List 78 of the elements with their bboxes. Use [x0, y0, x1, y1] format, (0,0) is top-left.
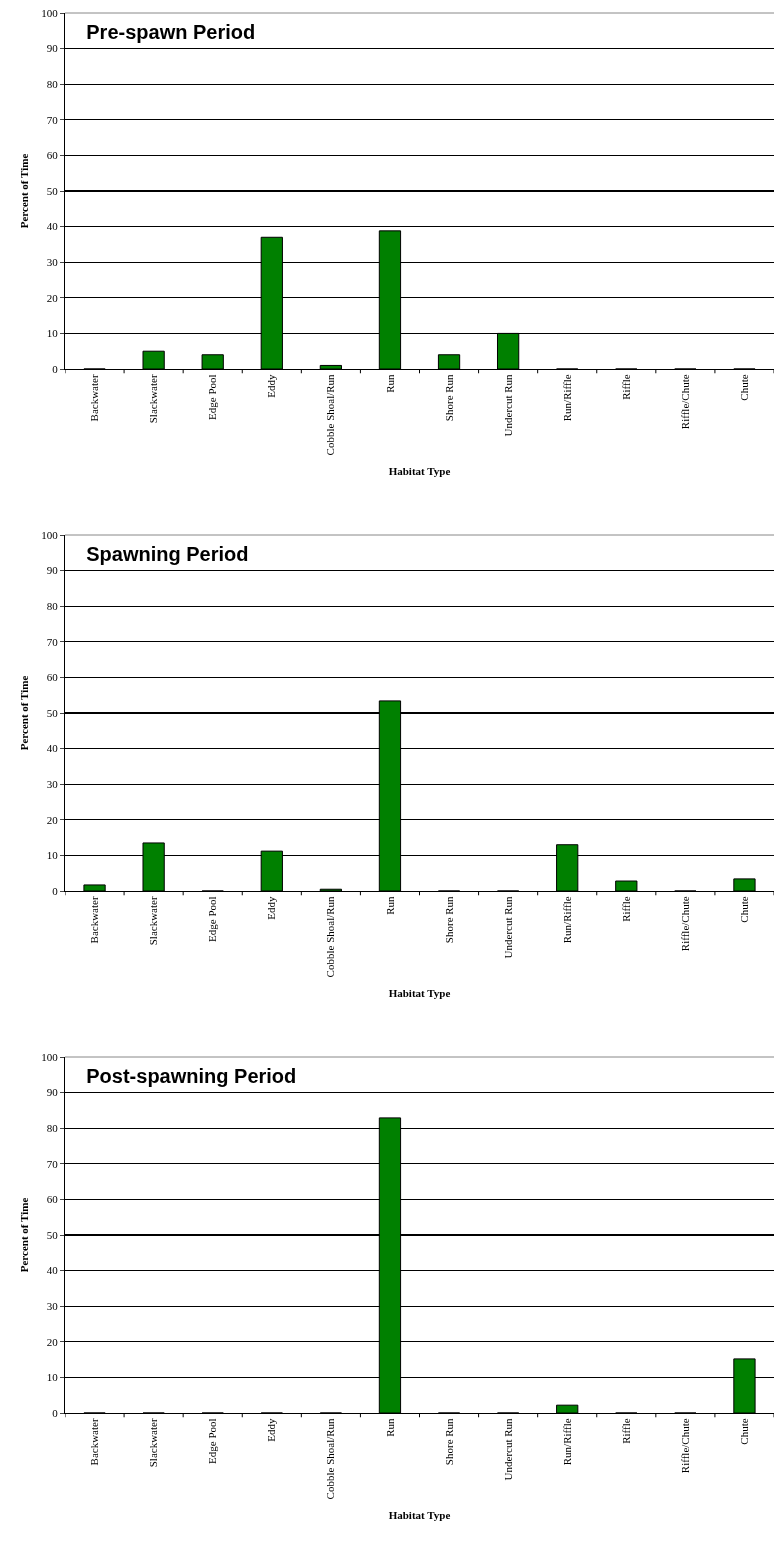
x-tick-label: Riffle/Chute	[678, 896, 691, 952]
y-axis-title: Percent of Time	[17, 675, 30, 751]
x-tick-label: Run	[383, 895, 396, 915]
x-tick-label: Undercut Run	[501, 895, 514, 959]
x-tick-label: Undercut Run	[501, 1417, 514, 1481]
y-tick-label: 10	[46, 327, 59, 340]
x-tick-label: Slackwater	[147, 1418, 160, 1468]
x-tick-label: Run	[383, 373, 396, 393]
y-tick-label: 0	[52, 884, 59, 897]
y-tick-label: 80	[46, 78, 59, 91]
x-tick-label: Chute	[738, 1418, 751, 1445]
y-tick-label: 30	[46, 778, 59, 791]
y-tick-label: 40	[46, 1264, 59, 1277]
y-tick-label: 50	[46, 184, 59, 197]
x-axis-title: Habitat Type	[388, 1508, 451, 1521]
x-tick-label: Shore Run	[442, 373, 455, 422]
y-tick-label: 30	[46, 256, 59, 269]
x-tick-label: Edge Pool	[206, 1418, 219, 1464]
y-tick-label: 10	[46, 1371, 59, 1384]
chart-title: Pre-spawn Period	[86, 21, 256, 44]
x-tick-label: Riffle	[619, 1418, 632, 1444]
x-tick-label: Riffle	[619, 896, 632, 922]
x-tick-label: Slackwater	[147, 896, 160, 946]
x-tick-label: Chute	[738, 374, 751, 401]
y-tick-label: 10	[46, 849, 59, 862]
y-tick-label: 100	[41, 528, 59, 541]
x-tick-label: Cobble Shoal/Run	[324, 373, 337, 456]
x-tick-label: Run	[383, 1417, 396, 1437]
y-tick-label: 20	[46, 813, 59, 826]
x-tick-label: Run/Riffle	[560, 374, 573, 422]
chart-title: Spawning Period	[86, 543, 249, 566]
x-tick-label: Undercut Run	[501, 373, 514, 437]
y-tick-label: 20	[46, 1335, 59, 1348]
x-tick-label: Run/Riffle	[560, 896, 573, 944]
y-axis-title: Percent of Time	[17, 153, 30, 229]
y-tick-label: 100	[41, 1050, 59, 1063]
x-tick-label: Chute	[738, 896, 751, 923]
x-tick-label: Riffle	[619, 374, 632, 400]
x-tick-label: Slackwater	[147, 374, 160, 424]
x-tick-label: Edge Pool	[206, 896, 219, 942]
x-tick-label: Edge Pool	[206, 374, 219, 420]
x-tick-label: Backwater	[88, 1418, 101, 1466]
y-tick-label: 90	[46, 42, 59, 55]
y-tick-label: 80	[46, 1122, 59, 1135]
y-tick-label: 80	[46, 600, 59, 613]
y-tick-label: 40	[46, 742, 59, 755]
y-tick-label: 0	[52, 362, 59, 375]
y-tick-label: 30	[46, 1300, 59, 1313]
y-tick-label: 70	[46, 113, 59, 126]
y-tick-label: 90	[46, 564, 59, 577]
y-tick-label: 70	[46, 1157, 59, 1170]
x-tick-label: Shore Run	[442, 895, 455, 944]
x-tick-label: Cobble Shoal/Run	[324, 895, 337, 978]
y-tick-label: 60	[46, 149, 59, 162]
x-axis-title: Habitat Type	[388, 986, 451, 999]
y-tick-label: 70	[46, 635, 59, 648]
x-tick-label: Backwater	[88, 374, 101, 422]
x-tick-label: Eddy	[265, 895, 278, 920]
x-tick-label: Run/Riffle	[560, 1418, 573, 1466]
x-tick-label: Backwater	[88, 896, 101, 944]
y-tick-label: 60	[46, 1193, 59, 1206]
x-tick-label: Eddy	[265, 1417, 278, 1442]
x-tick-label: Riffle/Chute	[678, 374, 691, 430]
y-tick-label: 40	[46, 220, 59, 233]
y-tick-label: 100	[41, 6, 59, 19]
y-tick-label: 0	[52, 1406, 59, 1419]
chart-title: Post-spawning Period	[86, 1065, 297, 1088]
y-tick-label: 50	[46, 1228, 59, 1241]
x-tick-label: Cobble Shoal/Run	[324, 1417, 337, 1500]
y-tick-label: 60	[46, 671, 59, 684]
x-tick-label: Shore Run	[442, 1417, 455, 1466]
x-tick-label: Riffle/Chute	[678, 1418, 691, 1474]
y-tick-label: 20	[46, 291, 59, 304]
y-tick-label: 90	[46, 1086, 59, 1099]
y-axis-title: Percent of Time	[17, 1197, 30, 1273]
x-axis-title: Habitat Type	[388, 464, 451, 477]
x-tick-label: Eddy	[265, 373, 278, 398]
y-tick-label: 50	[46, 706, 59, 719]
